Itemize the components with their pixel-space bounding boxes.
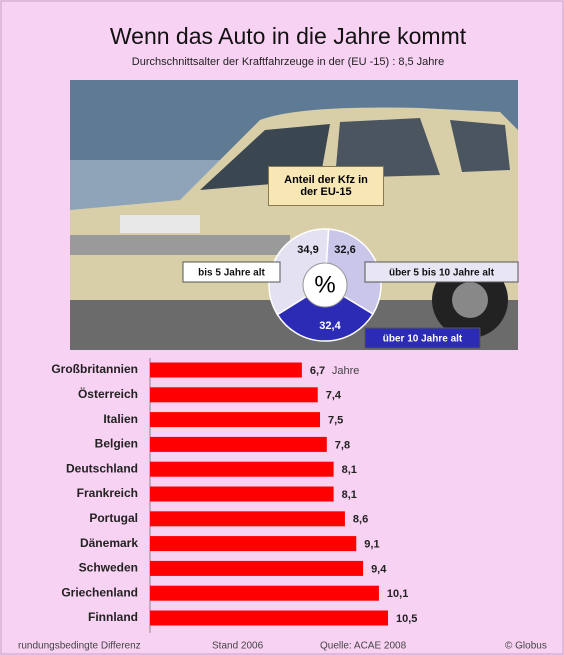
bar [150,586,379,601]
value-label: 34,9 [297,244,318,256]
bar [150,487,334,502]
category-label: Deutschland [66,461,138,475]
value-label: 32,4 [319,320,341,332]
pie-center-label: % [314,271,335,298]
category-label: Großbritannien [51,362,138,376]
value-label: 9,4 [371,563,387,575]
bar [150,412,320,427]
title: Wenn das Auto in die Jahre kommt [110,23,467,49]
bar [150,363,302,378]
category-label: Schweden [79,561,138,575]
bar [150,462,334,477]
footer-text: © Globus [505,641,547,652]
bar [150,437,327,452]
value-label: 7,4 [326,390,342,402]
subtitle: Durchschnittsalter der Kraftfahrzeuge in… [132,56,444,68]
value-label: 8,6 [353,514,368,526]
category-label: Finnland [88,610,138,624]
value-label: 8,1 [342,464,357,476]
category-label: Griechenland [61,585,138,599]
category-label: Portugal [89,511,138,525]
pie-title: Anteil der Kfz in der EU-15 [268,166,384,206]
footer-text: rundungsbedingte Differenz [18,641,141,652]
bar [150,511,345,526]
chart: Wenn das Auto in die Jahre kommt Durchsc… [0,0,564,655]
bar [150,561,363,576]
value-label: 7,8 [335,439,350,451]
footer-text: Stand 2006 [212,641,264,652]
legend-label: über 10 Jahre alt [383,334,463,345]
value-label: 32,6 [334,244,355,256]
value-label: 9,1 [364,539,379,551]
value-label: 6,7 [310,365,325,377]
bar [150,536,356,551]
value-label: 8,1 [342,489,357,501]
footer-text: Quelle: ACAE 2008 [320,641,407,652]
bar [150,387,318,402]
category-label: Dänemark [80,536,138,550]
category-label: Italien [103,412,138,426]
value-label: 10,5 [396,613,417,625]
value-label: 10,1 [387,588,408,600]
legend-label: über 5 bis 10 Jahre alt [389,268,495,279]
legend-label: bis 5 Jahre alt [198,268,265,279]
value-label: 7,5 [328,415,343,427]
category-label: Frankreich [77,486,138,500]
bar [150,611,388,626]
category-label: Belgien [95,437,138,451]
category-label: Österreich [78,386,138,401]
infographic: Wenn das Auto in die Jahre kommt Durchsc… [0,0,564,655]
unit-label: Jahre [332,365,360,377]
